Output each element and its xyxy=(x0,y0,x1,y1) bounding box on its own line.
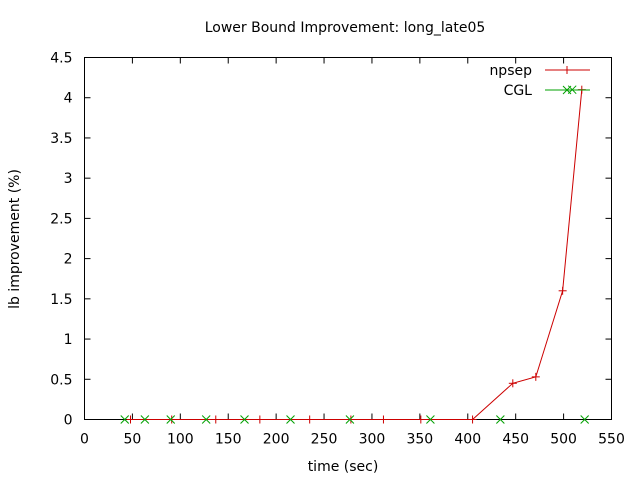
data-point-npsep xyxy=(305,415,314,424)
data-point-CGL xyxy=(495,415,505,424)
y-tick-label: 0 xyxy=(64,413,73,429)
y-tick-label: 1 xyxy=(64,332,73,348)
plot-area xyxy=(84,57,612,420)
y-axis-label: lb improvement (%) xyxy=(7,169,23,309)
series-layer xyxy=(120,85,590,424)
legend-label-npsep: npsep xyxy=(489,63,532,79)
x-tick-label: 250 xyxy=(311,432,338,448)
data-point-CGL xyxy=(201,415,211,424)
x-tick-label: 200 xyxy=(263,432,290,448)
x-tick-label: 450 xyxy=(502,432,529,448)
x-tick-label: 0 xyxy=(80,432,89,448)
y-tick-label: 4 xyxy=(64,91,73,107)
legend-marker-CGL xyxy=(562,85,572,95)
series-line-npsep xyxy=(130,89,583,420)
y-tick-label: 4.5 xyxy=(50,51,72,67)
data-point-npsep xyxy=(531,372,540,381)
data-point-npsep xyxy=(508,379,517,388)
data-point-CGL xyxy=(240,415,249,424)
legend: npsep CGL xyxy=(489,63,590,99)
x-tick-label: 550 xyxy=(598,432,625,448)
x-tick-label: 300 xyxy=(359,432,386,448)
data-point-npsep xyxy=(379,415,388,424)
data-point-npsep xyxy=(468,415,477,424)
data-point-npsep xyxy=(416,415,425,424)
data-point-CGL xyxy=(426,415,435,424)
x-axis-label: time (sec) xyxy=(308,459,379,475)
x-tick-label: 150 xyxy=(215,432,242,448)
data-point-npsep xyxy=(167,415,176,424)
data-point-CGL xyxy=(286,415,295,424)
y-axis: 0 0.5 1 1.5 2 2.5 3 3.5 4 4.5 xyxy=(50,51,612,429)
data-point-CGL xyxy=(120,415,130,424)
legend-label-CGL: CGL xyxy=(504,83,533,99)
data-point-npsep xyxy=(558,286,567,295)
y-tick-label: 3 xyxy=(64,171,73,187)
data-point-npsep xyxy=(255,415,264,424)
data-point-CGL xyxy=(345,415,355,424)
x-tick-label: 500 xyxy=(550,432,577,448)
x-tick-label: 350 xyxy=(406,432,433,448)
x-axis: 0 50 100 150 200 250 300 350 400 450 500 550 xyxy=(80,57,625,448)
data-point-CGL xyxy=(580,415,590,424)
data-point-npsep xyxy=(211,415,220,424)
data-point-npsep xyxy=(126,415,135,424)
data-point-CGL xyxy=(140,415,150,424)
x-tick-label: 100 xyxy=(167,432,194,448)
y-tick-label: 3.5 xyxy=(50,131,72,147)
y-tick-label: 2.5 xyxy=(50,211,72,227)
x-tick-label: 400 xyxy=(454,432,481,448)
data-point-npsep xyxy=(346,415,355,424)
y-tick-label: 1.5 xyxy=(50,292,72,308)
y-tick-label: 0.5 xyxy=(50,372,72,388)
legend-marker-npsep xyxy=(563,66,571,74)
data-point-CGL xyxy=(166,415,176,424)
chart-title: Lower Bound Improvement: long_late05 xyxy=(205,20,486,36)
x-tick-label: 50 xyxy=(123,432,141,448)
y-tick-label: 2 xyxy=(64,252,73,268)
